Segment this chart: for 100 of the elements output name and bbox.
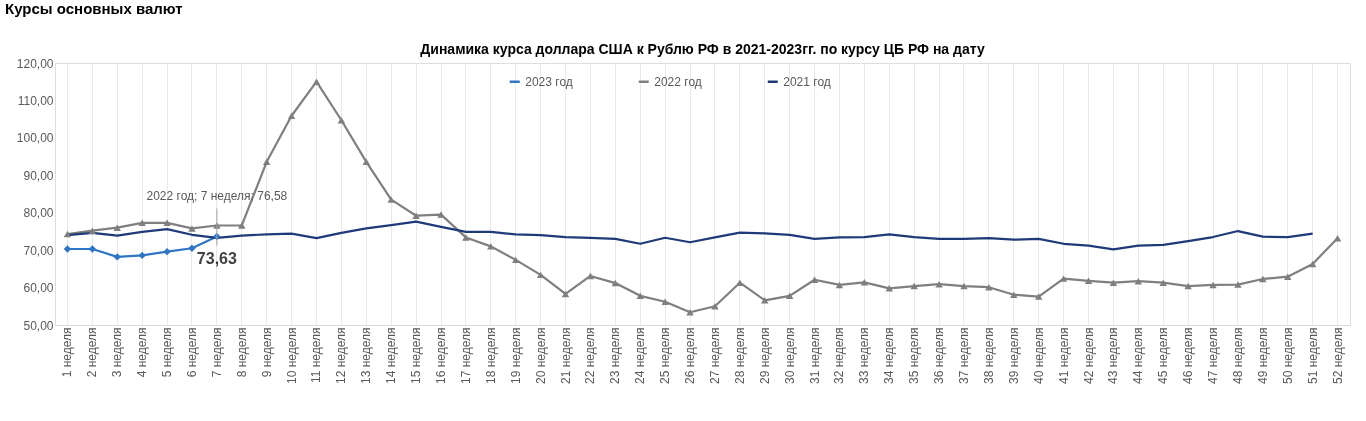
y-tick-label: 100,00 bbox=[16, 131, 54, 146]
x-tick-label: 39 неделя bbox=[1006, 327, 1021, 384]
x-tick-label: 27 неделя bbox=[707, 327, 722, 384]
point bbox=[1159, 279, 1167, 286]
x-tick-label: 38 неделя bbox=[981, 327, 996, 384]
x-tick-label: 21 неделя bbox=[558, 327, 573, 384]
y-tick-label: 70,00 bbox=[23, 243, 54, 258]
x-tick-label: 49 неделя bbox=[1255, 327, 1270, 384]
annotation: 2022 год; 7 неделя; 76,58 bbox=[146, 188, 288, 203]
x-tick-label: 36 неделя bbox=[932, 327, 947, 384]
x-tick-label: 4 неделя bbox=[135, 327, 150, 378]
point bbox=[113, 224, 121, 231]
y-tick-label: 90,00 bbox=[23, 168, 54, 183]
point bbox=[736, 279, 744, 286]
x-tick-label: 24 неделя bbox=[633, 327, 648, 384]
y-tick-label: 110,00 bbox=[17, 93, 54, 108]
x-tick-label: 32 неделя bbox=[832, 327, 847, 384]
point bbox=[1109, 279, 1118, 286]
x-tick-label: 18 неделя bbox=[483, 327, 498, 384]
point bbox=[1284, 273, 1292, 280]
y-tick-label: 80,00 bbox=[23, 206, 54, 221]
point bbox=[1010, 291, 1018, 298]
x-tick-label: 29 неделя bbox=[757, 327, 772, 384]
point bbox=[512, 256, 520, 264]
x-tick-label: 1 неделя bbox=[60, 327, 75, 378]
x-tick-label: 17 неделя bbox=[458, 327, 473, 384]
x-tick-label: 47 неделя bbox=[1206, 327, 1221, 384]
x-tick-label: 43 неделя bbox=[1106, 327, 1121, 384]
x-tick-label: 50 неделя bbox=[1280, 327, 1295, 384]
x-tick-label: 33 неделя bbox=[857, 327, 872, 384]
x-tick-label: 16 неделя bbox=[434, 327, 449, 384]
x-tick-label: 8 неделя bbox=[234, 327, 249, 378]
x-tick-label: 30 неделя bbox=[782, 327, 797, 384]
point bbox=[761, 297, 769, 304]
x-tick-label: 12 неделя bbox=[334, 327, 349, 384]
point bbox=[287, 112, 296, 119]
x-tick-label: 13 неделя bbox=[359, 327, 374, 384]
x-tick-label: 42 неделя bbox=[1081, 327, 1096, 384]
point bbox=[611, 279, 620, 287]
x-tick-label: 45 неделя bbox=[1156, 327, 1171, 384]
point bbox=[362, 158, 371, 166]
x-tick-label: 52 неделя bbox=[1330, 327, 1345, 384]
point bbox=[1234, 281, 1242, 288]
point bbox=[661, 298, 669, 306]
x-tick-label: 31 неделя bbox=[807, 327, 822, 384]
point bbox=[487, 243, 495, 250]
point bbox=[63, 230, 72, 238]
point bbox=[910, 282, 918, 290]
x-tick-label: 19 неделя bbox=[508, 327, 523, 384]
legend-label: 2022 год bbox=[654, 74, 702, 89]
y-tick-label: 60,00 bbox=[23, 281, 54, 296]
point bbox=[1034, 293, 1043, 300]
point bbox=[138, 219, 146, 227]
point bbox=[238, 222, 246, 229]
x-tick-label: 44 неделя bbox=[1131, 327, 1146, 384]
point bbox=[163, 219, 171, 227]
x-tick-label: 23 неделя bbox=[608, 327, 623, 384]
point bbox=[138, 251, 146, 260]
x-tick-label: 14 неделя bbox=[384, 327, 399, 384]
legend-label: 2023 год bbox=[525, 74, 573, 89]
y-tick-label: 50,00 bbox=[23, 318, 54, 333]
x-tick-label: 10 неделя bbox=[284, 327, 299, 384]
x-tick-label: 22 неделя bbox=[583, 327, 598, 384]
point bbox=[860, 279, 869, 286]
x-tick-label: 25 неделя bbox=[658, 327, 673, 384]
point bbox=[462, 234, 470, 241]
x-tick-label: 3 неделя bbox=[110, 327, 125, 378]
point bbox=[113, 253, 121, 261]
y-tick-label: 120,00 bbox=[16, 56, 54, 71]
point bbox=[188, 244, 196, 252]
x-tick-label: 48 неделя bbox=[1230, 327, 1245, 384]
x-tick-label: 51 неделя bbox=[1305, 327, 1320, 384]
x-tick-label: 35 неделя bbox=[907, 327, 922, 384]
point bbox=[1333, 234, 1342, 242]
point bbox=[437, 211, 445, 218]
point bbox=[1308, 260, 1317, 268]
point bbox=[163, 247, 171, 256]
x-tick-label: 28 неделя bbox=[732, 327, 747, 384]
x-tick-label: 40 неделя bbox=[1031, 327, 1046, 384]
x-tick-label: 7 неделя bbox=[209, 327, 224, 378]
x-tick-label: 15 неделя bbox=[409, 327, 424, 384]
x-tick-label: 46 неделя bbox=[1181, 327, 1196, 384]
x-tick-label: 6 неделя bbox=[184, 327, 199, 378]
point bbox=[88, 227, 97, 234]
point bbox=[1259, 275, 1267, 283]
x-tick-label: 11 неделя bbox=[309, 327, 324, 384]
point bbox=[835, 281, 844, 289]
point bbox=[88, 245, 97, 253]
x-tick-label: 41 неделя bbox=[1056, 327, 1071, 384]
point bbox=[387, 196, 395, 203]
point bbox=[412, 212, 420, 219]
point bbox=[1084, 277, 1093, 285]
point bbox=[885, 285, 893, 292]
point bbox=[561, 290, 570, 298]
point bbox=[312, 78, 321, 85]
point bbox=[586, 272, 595, 280]
x-tick-label: 34 неделя bbox=[882, 327, 897, 384]
point bbox=[636, 292, 644, 300]
x-tick-label: 2 неделя bbox=[85, 327, 100, 378]
legend-label: 2021 год bbox=[783, 74, 831, 89]
